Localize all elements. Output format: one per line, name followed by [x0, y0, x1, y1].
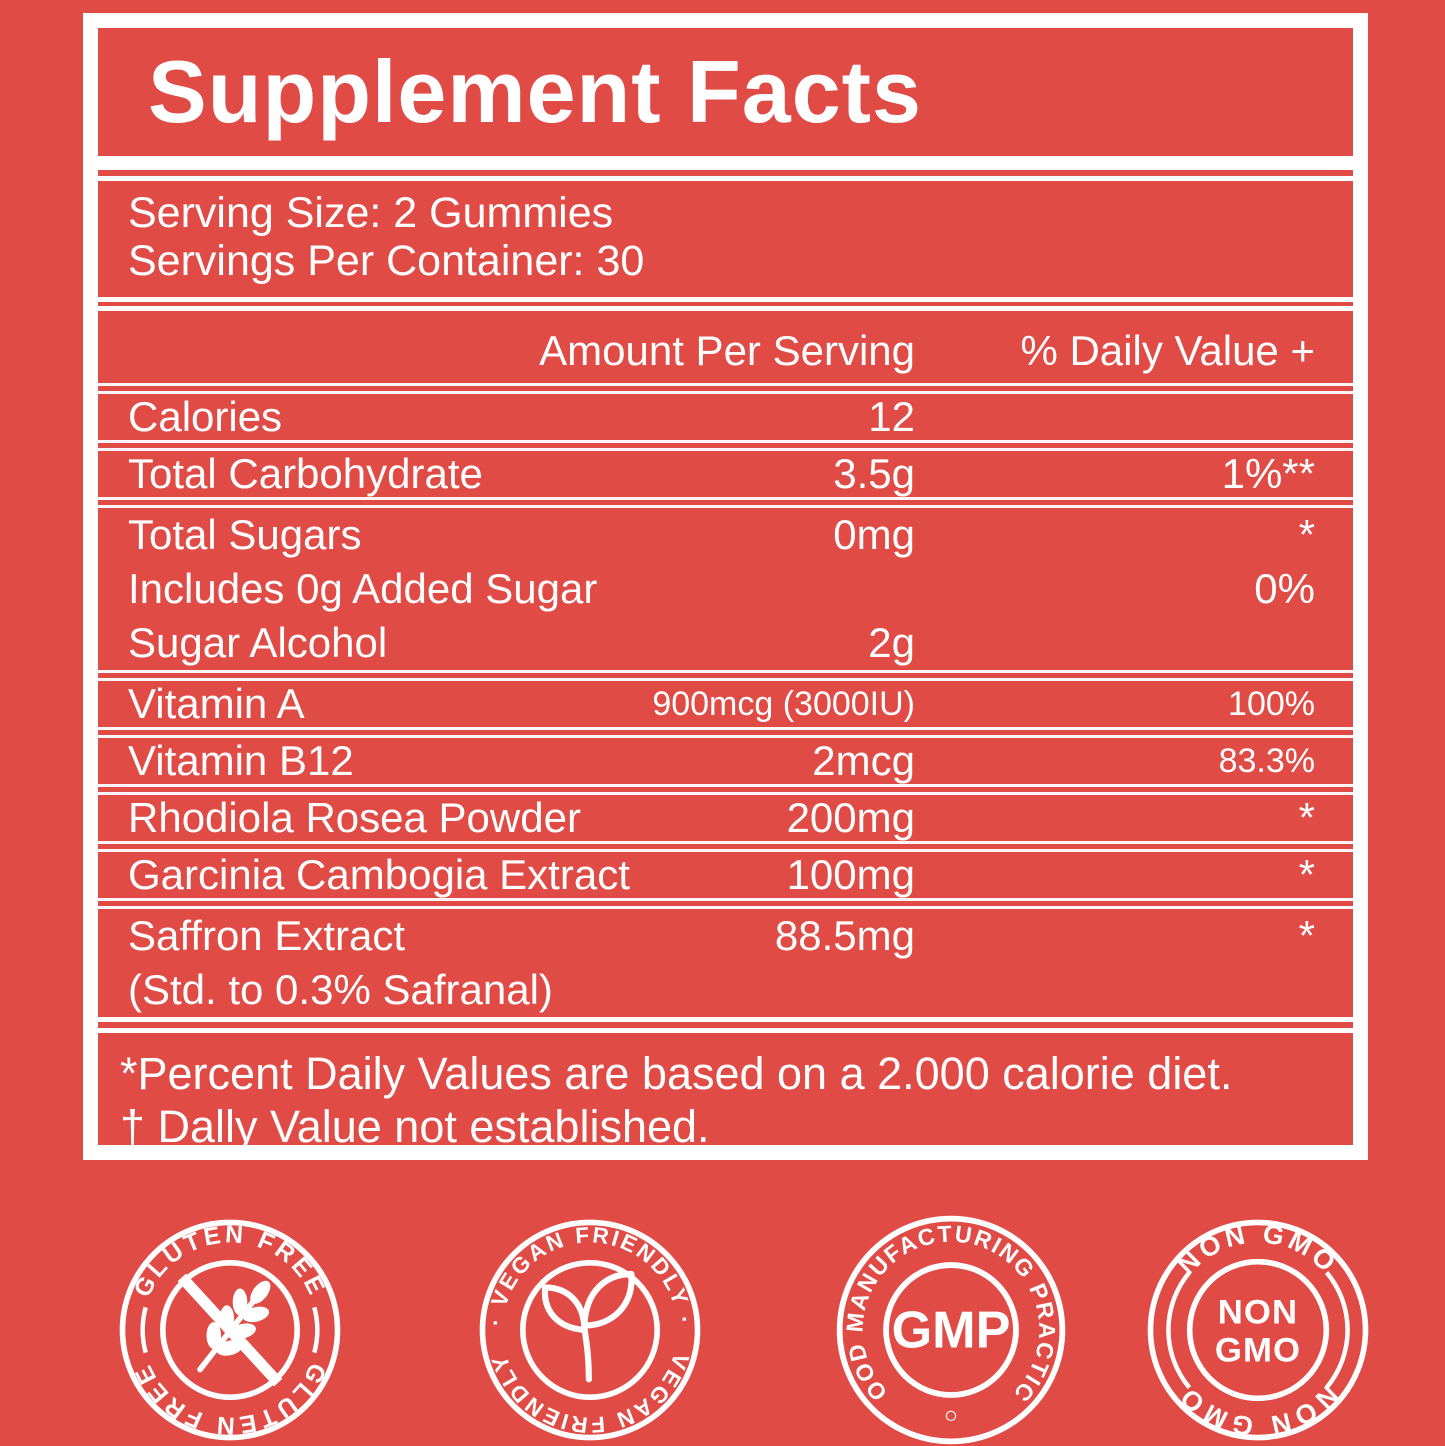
- nutrient-amount: 2g: [868, 619, 915, 666]
- table-group: Total Carbohydrate 3.5g 1%**: [98, 450, 1353, 497]
- nutrient-name: Includes 0g Added Sugar: [128, 565, 598, 612]
- svg-text:· VEGAN FRIENDLY ·: · VEGAN FRIENDLY ·: [483, 1222, 698, 1327]
- gmp-badge: GOOD MANUFACTURING PRACTICE GMP: [835, 1214, 1067, 1446]
- nutrient-name: Vitamin B12: [128, 737, 354, 784]
- nutrient-name: Vitamin A: [128, 680, 305, 727]
- table-row: Vitamin B12 2mcg 83.3%: [98, 737, 1353, 784]
- non-gmo-badge: NON GMO NON GMO NON GMO: [1146, 1218, 1370, 1442]
- table-group: Rhodiola Rosea Powder 200mg *: [98, 794, 1353, 841]
- divider-double-bottom: [98, 1017, 1353, 1033]
- left-arc: [140, 1306, 148, 1354]
- table-group: Garcinia Cambogia Extract 100mg *: [98, 851, 1353, 898]
- nutrient-daily-value: 100%: [1228, 684, 1315, 723]
- supplement-facts-panel: Supplement Facts Serving Size: 2 Gummies…: [83, 13, 1368, 1160]
- footnotes-section: *Percent Daily Values are based on a 2.0…: [98, 1033, 1353, 1153]
- title-section: Supplement Facts: [98, 28, 1353, 156]
- daily-value-header: % Daily Value +: [1020, 327, 1315, 374]
- table-group: Total Sugars 0mg * Includes 0g Added Sugar 0…: [98, 508, 1353, 670]
- nutrient-name: Saffron Extract: [128, 912, 406, 959]
- row-separator: [98, 898, 1353, 909]
- nutrient-amount: 200mg: [786, 794, 915, 841]
- row-separator: [98, 497, 1353, 508]
- row-separator: [98, 440, 1353, 451]
- table-row: Rhodiola Rosea Powder 200mg *: [98, 794, 1353, 841]
- row-separator: [98, 727, 1353, 738]
- amount-per-serving-header: Amount Per Serving: [539, 327, 915, 374]
- divider-double: [98, 297, 1353, 311]
- servings-per-container-text: Servings Per Container: 30: [128, 237, 645, 285]
- gmp-center-text: GMP: [892, 1301, 1011, 1359]
- non-gmo-top-text: NON GMO: [1172, 1218, 1341, 1280]
- table-group: Calories 12: [98, 393, 1353, 440]
- page-title: Supplement Facts: [148, 42, 922, 141]
- table-group: Saffron Extract 88.5mg * (Std. to 0.3% Safr…: [98, 909, 1353, 1017]
- nutrient-name: Sugar Alcohol: [128, 619, 388, 666]
- table-row: Total Sugars 0mg *: [98, 508, 1353, 562]
- table-row: Garcinia Cambogia Extract 100mg *: [98, 851, 1353, 898]
- table-row: Vitamin A 900mcg (3000IU) 100%: [98, 680, 1353, 727]
- right-arc: [312, 1306, 320, 1354]
- table-row: Saffron Extract 88.5mg *: [98, 909, 1353, 963]
- nutrient-amount: 0mg: [833, 511, 915, 558]
- nutrient-daily-value: 0%: [1254, 565, 1315, 612]
- footnote-dv-not-established: † Dally Value not established.: [120, 1101, 710, 1152]
- nutrient-amount: 12: [868, 393, 915, 440]
- footnote-percent-dv: *Percent Daily Values are based on a 2.0…: [120, 1048, 1233, 1099]
- nutrient-name: Garcinia Cambogia Extract: [128, 851, 630, 898]
- nutrient-name: Rhodiola Rosea Powder: [128, 794, 581, 841]
- left-arc: [1166, 1270, 1192, 1390]
- serving-info-section: Serving Size: 2 Gummies Servings Per Con…: [98, 181, 1353, 297]
- table-groups: Calories 12 Total Carbohydrate 3.5g 1%** Tota…: [98, 383, 1353, 1017]
- divider-thick: [98, 156, 1353, 181]
- svg-text:NON GMO: NON GMO: [1172, 1380, 1345, 1442]
- row-separator: [98, 784, 1353, 795]
- non-gmo-bottom-text: NON GMO: [1172, 1380, 1341, 1442]
- leaf-sprout-icon: [541, 1270, 635, 1383]
- vegan-friendly-badge: · VEGAN FRIENDLY · VEGAN FRIENDLY: [478, 1218, 702, 1442]
- serving-size-text: Serving Size: 2 Gummies: [128, 189, 614, 237]
- row-separator: [98, 841, 1353, 852]
- non-gmo-center-line2: GMO: [1215, 1331, 1301, 1369]
- right-arc: [1324, 1270, 1350, 1390]
- table-row: Calories 12: [98, 393, 1353, 440]
- table-row: (Std. to 0.3% Safranal): [98, 963, 1353, 1017]
- table-header-row: Amount Per Serving % Daily Value +: [98, 311, 1353, 383]
- svg-text:NON GMO: NON GMO: [1172, 1218, 1345, 1280]
- nutrient-amount: 100mg: [786, 851, 915, 898]
- nutrient-daily-value: *: [1298, 851, 1315, 898]
- table-group: Vitamin A 900mcg (3000IU) 100%: [98, 680, 1353, 727]
- nutrient-amount: 3.5g: [833, 450, 915, 497]
- nutrient-amount: 900mcg (3000IU): [652, 684, 915, 723]
- gluten-free-badge: GLUTEN FREE GLUTEN FREE: [118, 1218, 342, 1442]
- row-separator: [98, 670, 1353, 681]
- nutrient-amount: 88.5mg: [774, 912, 915, 959]
- non-gmo-center-line1: NON: [1218, 1293, 1299, 1331]
- table-row: Includes 0g Added Sugar 0%: [98, 562, 1353, 616]
- nutrition-table: Amount Per Serving % Daily Value + Calor…: [98, 311, 1353, 1017]
- row-separator: [98, 383, 1353, 394]
- table-row: Sugar Alcohol 2g: [98, 616, 1353, 670]
- table-row: Total Carbohydrate 3.5g 1%**: [98, 450, 1353, 497]
- nutrient-daily-value: *: [1298, 511, 1315, 558]
- wheat-crossed-icon: [177, 1273, 283, 1387]
- nutrient-name: Calories: [128, 393, 283, 440]
- nutrient-name: Total Carbohydrate: [128, 450, 483, 497]
- nutrient-daily-value: *: [1298, 794, 1315, 841]
- nutrient-daily-value: *: [1298, 912, 1315, 959]
- table-group: Vitamin B12 2mcg 83.3%: [98, 737, 1353, 784]
- nutrient-daily-value: 83.3%: [1218, 741, 1315, 780]
- nutrient-amount: 2mcg: [812, 737, 915, 784]
- ring-dot: [945, 1410, 957, 1422]
- nutrient-name: Total Sugars: [128, 511, 362, 558]
- vegan-top-text: · VEGAN FRIENDLY ·: [483, 1222, 695, 1327]
- nutrient-name: (Std. to 0.3% Safranal): [128, 966, 553, 1013]
- nutrient-daily-value: 1%**: [1221, 450, 1315, 497]
